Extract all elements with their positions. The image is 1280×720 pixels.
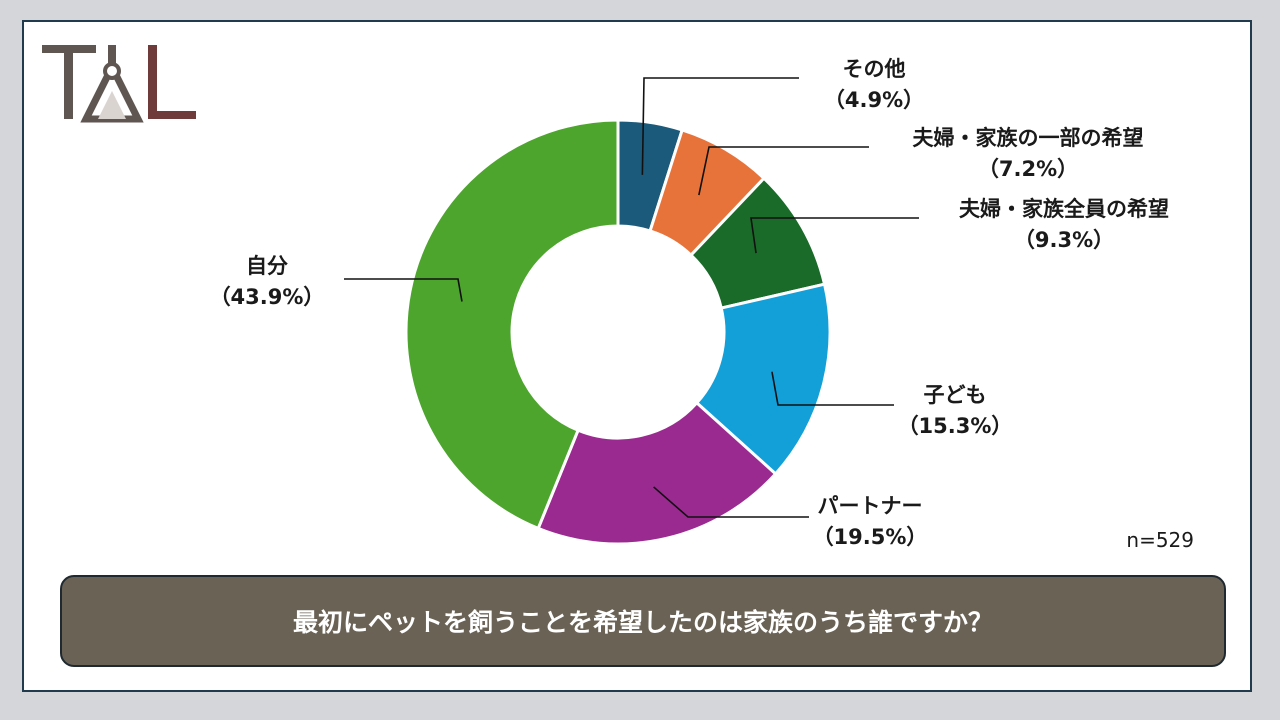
leader-family-partial <box>698 146 869 196</box>
label-name: 夫婦・家族の一部の希望 <box>912 126 1144 150</box>
slice-label-self: 自分 （43.9%） <box>192 251 342 313</box>
question-text: 最初にペットを飼うことを希望したのは家族のうち誰ですか？ <box>292 608 993 637</box>
label-name: その他 <box>842 57 906 81</box>
leader-other <box>641 77 799 175</box>
slice-label-family-all: 夫婦・家族全員の希望 （9.3%） <box>919 194 1209 256</box>
slice-label-other: その他 （4.9%） <box>784 54 964 116</box>
leader-self <box>344 278 463 302</box>
label-value: （4.9%） <box>823 88 925 112</box>
label-value: （19.5%） <box>812 525 928 549</box>
donut-chart <box>344 77 919 546</box>
label-value: （43.9%） <box>209 285 325 309</box>
slice-label-child: 子ども （15.3%） <box>880 380 1030 442</box>
leader-partner <box>653 486 809 518</box>
slice-label-partner: パートナー （19.5%） <box>790 491 950 553</box>
label-value: （9.3%） <box>1013 228 1115 252</box>
label-value: （7.2%） <box>977 157 1079 181</box>
slice-child <box>694 282 832 476</box>
question-banner: 最初にペットを飼うことを希望したのは家族のうち誰ですか？ <box>60 575 1226 667</box>
slide-frame: その他 （4.9%） 夫婦・家族の一部の希望 （7.2%） 夫婦・家族全員の希望… <box>22 20 1252 692</box>
label-name: 子ども <box>923 383 987 407</box>
label-name: 自分 <box>246 254 288 278</box>
leader-family-all <box>750 217 919 254</box>
slice-partner <box>536 400 778 546</box>
leader-child <box>771 371 894 406</box>
slice-self <box>404 118 620 531</box>
sample-size: n=529 <box>1126 528 1194 552</box>
label-name: 夫婦・家族全員の希望 <box>959 197 1169 221</box>
tal-logo <box>42 45 196 123</box>
label-name: パートナー <box>817 494 923 518</box>
slice-label-family-partial: 夫婦・家族の一部の希望 （7.2%） <box>868 123 1188 185</box>
label-value: （15.3%） <box>897 414 1013 438</box>
